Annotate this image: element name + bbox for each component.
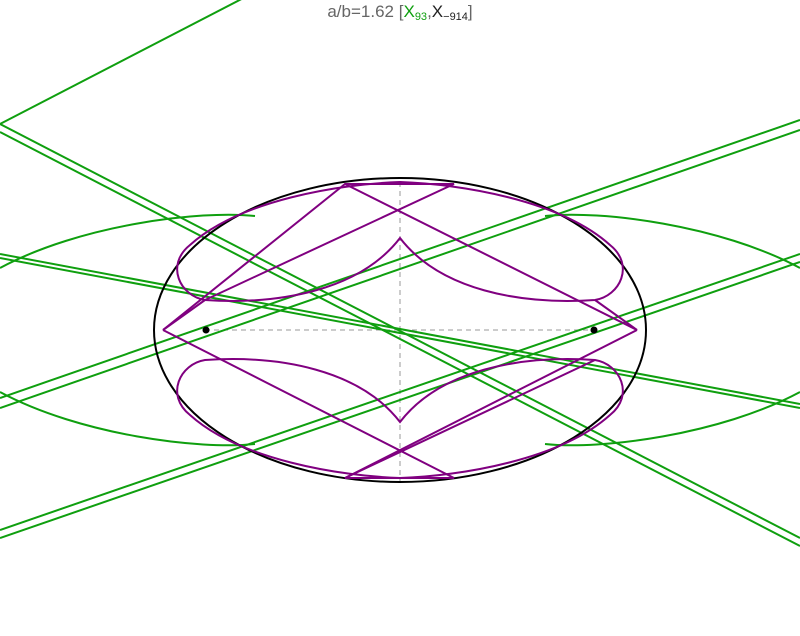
green-lines <box>0 0 800 547</box>
purple-envelope <box>162 180 638 480</box>
title-ratio: a/b=1.62 <box>327 2 394 21</box>
green-line-3a <box>0 253 800 405</box>
green-curve-lower-left <box>0 391 256 447</box>
main-ellipse <box>153 177 647 483</box>
axes <box>205 182 594 482</box>
green-curve-upper-right <box>544 213 800 269</box>
purple-link-left <box>162 299 206 331</box>
green-line-1b <box>0 131 800 547</box>
title-comma: , <box>427 2 432 21</box>
green-curve-upper-left <box>0 213 256 269</box>
title-x914: X−914 <box>431 2 468 23</box>
green-line-2a <box>0 119 800 399</box>
green-line-2b <box>0 129 800 409</box>
title-x93-letter: X <box>403 2 415 21</box>
green-line-4b <box>0 261 800 539</box>
purple-diagonal-bottom <box>344 329 638 479</box>
title-x914-letter: X <box>431 2 444 21</box>
purple-triangle-top-left <box>162 183 455 331</box>
title-x914-sub: −914 <box>443 11 468 23</box>
figure-title: a/b=1.62 [X93,X−914] <box>0 2 800 23</box>
focus-left <box>202 326 210 334</box>
purple-link-right <box>594 299 638 331</box>
title-x93: X93 <box>403 2 428 23</box>
purple-lobe-lower <box>176 358 624 480</box>
green-line-4a <box>0 253 800 531</box>
green-line-1c <box>0 0 242 125</box>
green-line-3b <box>0 257 800 409</box>
title-x93-sub: 93 <box>414 11 428 23</box>
purple-diagonal-top <box>344 183 638 331</box>
green-line-1a <box>0 123 800 539</box>
title-open-bracket: [ <box>398 2 404 21</box>
focus-right <box>590 326 598 334</box>
title-close-bracket: ] <box>467 2 473 21</box>
green-curve-lower-right <box>544 391 800 447</box>
purple-lobe-upper <box>176 180 624 302</box>
